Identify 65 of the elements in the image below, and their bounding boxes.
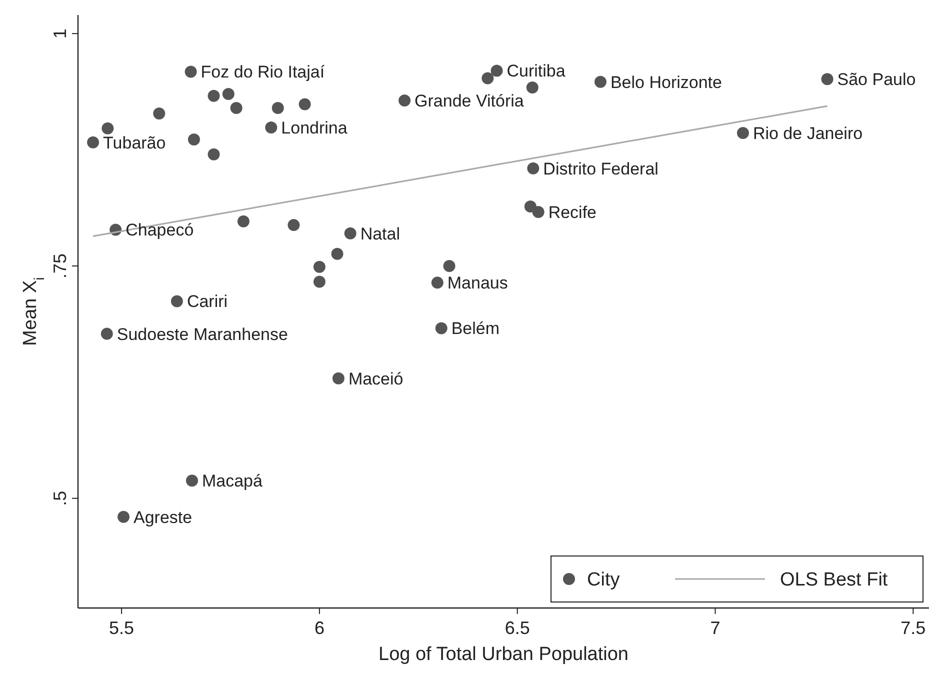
point xyxy=(184,66,197,78)
annotation: Maceió xyxy=(348,369,404,388)
x-tick-label: 5.5 xyxy=(109,618,134,638)
annotation: Chapecó xyxy=(126,220,194,240)
x-tick-label: 7.5 xyxy=(900,618,926,638)
annotation: Rio de Janeiro xyxy=(752,124,863,143)
point xyxy=(435,322,448,334)
point xyxy=(230,102,242,114)
y-tick-label: .75 xyxy=(50,253,70,278)
point xyxy=(118,510,130,523)
annotation: Manaus xyxy=(447,274,508,293)
point xyxy=(265,121,278,134)
legend-label: OLS Best Fit xyxy=(780,570,888,591)
point xyxy=(208,148,220,160)
point xyxy=(532,206,544,218)
point xyxy=(222,88,234,100)
annotation: Distrito Federal xyxy=(543,159,658,178)
point xyxy=(398,94,411,107)
y-tick-label: .5 xyxy=(50,490,70,506)
point xyxy=(431,276,444,289)
point xyxy=(313,260,326,273)
x-axis-title: Log of Total Urban Population xyxy=(378,644,628,665)
annotation: Curitiba xyxy=(506,62,566,81)
point xyxy=(153,108,166,120)
point xyxy=(482,72,494,84)
point xyxy=(490,64,503,77)
point xyxy=(170,295,183,308)
point xyxy=(344,227,356,240)
point xyxy=(736,127,749,140)
annotation: Natal xyxy=(360,224,400,244)
x-tick-label: 6 xyxy=(314,618,324,638)
annotation: Macapá xyxy=(202,472,264,491)
point xyxy=(443,260,456,272)
point xyxy=(188,134,200,146)
x-tick-label: 7 xyxy=(710,618,720,638)
annotation: Cariri xyxy=(186,292,228,312)
annotation: Belém xyxy=(451,319,500,338)
annotation: Tubarão xyxy=(103,133,166,152)
annotation: São Paulo xyxy=(837,70,916,90)
point xyxy=(313,276,326,288)
annotation: Agreste xyxy=(134,508,192,527)
annotation: Foz do Rio Itajaí xyxy=(200,62,325,82)
point xyxy=(102,122,114,134)
point xyxy=(87,136,100,148)
y-tick-label: 1 xyxy=(50,28,70,39)
point xyxy=(100,328,113,340)
x-tick-label: 6.5 xyxy=(504,618,530,638)
point xyxy=(332,372,344,384)
point xyxy=(298,98,311,110)
annotation: Belo Horizonte xyxy=(610,72,722,92)
point xyxy=(272,102,284,114)
point xyxy=(527,162,540,174)
point xyxy=(821,73,834,86)
annotation: Londrina xyxy=(281,118,348,138)
point xyxy=(594,76,606,88)
point xyxy=(331,248,344,260)
point xyxy=(526,82,538,94)
point xyxy=(288,219,300,232)
annotation: Grande Vitória xyxy=(414,91,524,110)
annotation: Sudoeste Maranhense xyxy=(116,324,288,344)
point xyxy=(208,90,220,102)
point xyxy=(186,474,198,487)
annotation: Recife xyxy=(548,202,597,222)
point xyxy=(237,215,250,228)
legend-label: City xyxy=(587,570,620,591)
